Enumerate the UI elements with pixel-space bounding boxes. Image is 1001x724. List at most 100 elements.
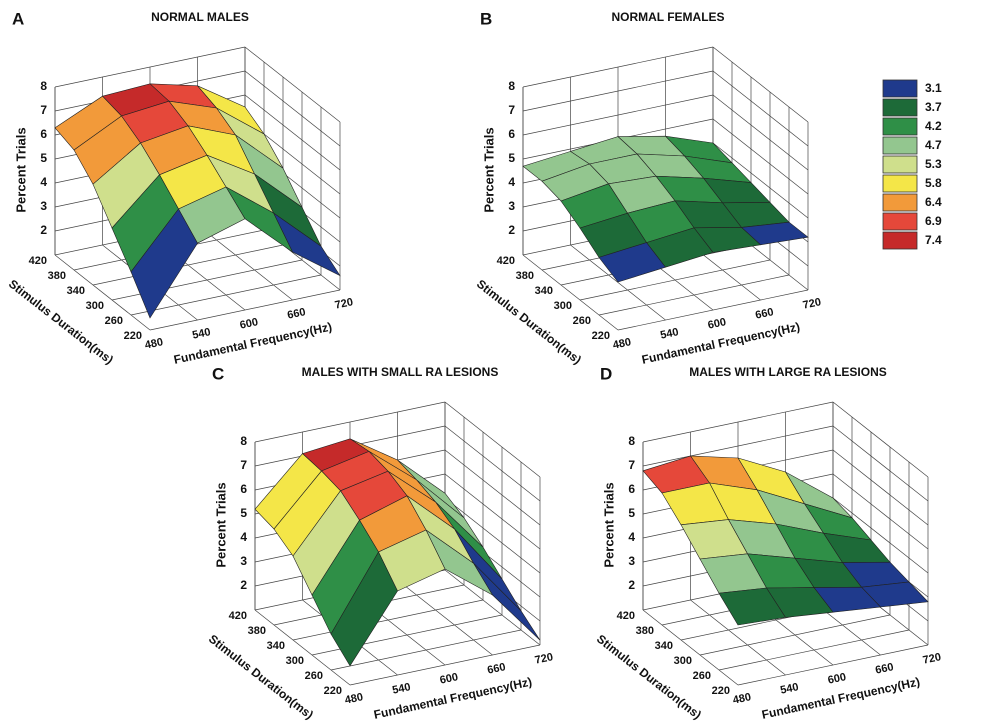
grid-line bbox=[54, 46, 246, 88]
grid-line bbox=[54, 254, 151, 331]
y-tick-label: 380 bbox=[516, 270, 534, 282]
y-tick-label: 220 bbox=[712, 685, 730, 697]
grid-line bbox=[244, 94, 341, 171]
grid-line bbox=[832, 449, 929, 526]
surface-cell bbox=[718, 587, 787, 626]
colorbar-swatch bbox=[882, 155, 918, 174]
grid-line bbox=[149, 289, 341, 331]
colorbar-swatch bbox=[882, 98, 918, 117]
y-tick-label: 300 bbox=[674, 655, 692, 667]
colorbar-label: 5.8 bbox=[925, 176, 942, 190]
z-tick-label: 6 bbox=[40, 127, 47, 141]
y-tick-label: 340 bbox=[535, 285, 553, 297]
z-tick-label: 2 bbox=[628, 578, 635, 592]
grid-line bbox=[522, 70, 714, 112]
x-tick-label: 540 bbox=[779, 681, 799, 697]
chart-title: NORMAL FEMALES bbox=[611, 10, 724, 24]
surface-cell bbox=[130, 208, 198, 319]
grid-line bbox=[642, 609, 739, 686]
x-tick-label: 480 bbox=[612, 336, 632, 352]
grid-line bbox=[254, 401, 446, 443]
colorbar-label: 4.7 bbox=[925, 138, 942, 152]
y-tick-label: 420 bbox=[229, 610, 247, 622]
grid-line bbox=[579, 259, 771, 301]
grid-line bbox=[330, 629, 522, 671]
y-tick-label: 220 bbox=[324, 685, 342, 697]
z-tick-label: 4 bbox=[628, 530, 635, 544]
grid-line bbox=[92, 244, 284, 286]
z-tick-label: 5 bbox=[508, 151, 515, 165]
y-tick-label: 380 bbox=[636, 625, 654, 637]
grid-line bbox=[712, 118, 809, 195]
grid-line bbox=[254, 609, 351, 686]
colorbar-label: 3.7 bbox=[925, 100, 942, 114]
y-tick-label: 260 bbox=[305, 670, 323, 682]
x-tick-label: 600 bbox=[239, 316, 259, 332]
y-tick-label: 340 bbox=[267, 640, 285, 652]
z-axis-label: Percent Trials bbox=[601, 482, 616, 567]
z-tick-label: 3 bbox=[508, 199, 515, 213]
z-tick-label: 7 bbox=[240, 458, 247, 472]
colorbar-label: 4.2 bbox=[925, 119, 942, 133]
colorbar-label: 7.4 bbox=[925, 233, 942, 247]
grid-line bbox=[444, 569, 541, 646]
x-tick-label: 660 bbox=[286, 306, 306, 322]
grid-line bbox=[197, 224, 293, 301]
z-tick-label: 6 bbox=[508, 127, 515, 141]
grid-line bbox=[522, 254, 619, 331]
grid-line bbox=[617, 289, 809, 331]
z-tick-label: 8 bbox=[628, 434, 635, 448]
grid-line bbox=[690, 599, 786, 676]
grid-line bbox=[444, 449, 541, 526]
grid-line bbox=[244, 46, 341, 123]
y-tick-label: 300 bbox=[86, 300, 104, 312]
x-tick-label: 720 bbox=[922, 651, 942, 667]
z-tick-label: 2 bbox=[40, 223, 47, 237]
panel-label: C bbox=[212, 364, 224, 383]
grid-line bbox=[292, 599, 484, 641]
panel-label: D bbox=[600, 364, 612, 383]
grid-line bbox=[349, 644, 541, 686]
z-tick-label: 8 bbox=[40, 79, 47, 93]
x-tick-label: 540 bbox=[191, 326, 211, 342]
z-tick-label: 6 bbox=[628, 482, 635, 496]
grid-line bbox=[832, 425, 929, 502]
x-tick-label: 600 bbox=[827, 671, 847, 687]
y-tick-label: 420 bbox=[617, 610, 635, 622]
z-tick-label: 8 bbox=[508, 79, 515, 93]
grid-line bbox=[444, 497, 541, 574]
y-tick-label: 380 bbox=[248, 625, 266, 637]
colorbar-swatch bbox=[882, 117, 918, 136]
z-axis-label: Percent Trials bbox=[481, 127, 496, 212]
x-tick-label: 480 bbox=[344, 691, 364, 707]
x-tick-label: 720 bbox=[802, 296, 822, 312]
z-tick-label: 3 bbox=[628, 554, 635, 568]
grid-line bbox=[718, 629, 910, 671]
grid-line bbox=[444, 425, 541, 502]
colorbar-swatch bbox=[882, 79, 918, 98]
z-axis-label: Percent Trials bbox=[213, 482, 228, 567]
y-tick-label: 340 bbox=[655, 640, 673, 652]
z-tick-label: 5 bbox=[628, 506, 635, 520]
grid-line bbox=[642, 401, 834, 443]
y-tick-label: 300 bbox=[554, 300, 572, 312]
y-tick-label: 260 bbox=[693, 670, 711, 682]
x-tick-label: 660 bbox=[874, 661, 894, 677]
grid-line bbox=[737, 644, 929, 686]
chart-title: MALES WITH SMALL RA LESIONS bbox=[302, 365, 499, 379]
x-tick-label: 540 bbox=[659, 326, 679, 342]
surface-cell bbox=[598, 242, 667, 283]
grid-line bbox=[699, 614, 891, 656]
y-tick-label: 220 bbox=[124, 330, 142, 342]
z-tick-label: 4 bbox=[40, 175, 47, 189]
grid-line bbox=[712, 142, 809, 219]
z-tick-label: 7 bbox=[628, 458, 635, 472]
chart-title: MALES WITH LARGE RA LESIONS bbox=[689, 365, 887, 379]
z-tick-label: 3 bbox=[40, 199, 47, 213]
colorbar-swatch bbox=[882, 212, 918, 231]
x-tick-label: 720 bbox=[334, 296, 354, 312]
colorbar-swatch bbox=[882, 193, 918, 212]
z-tick-label: 6 bbox=[240, 482, 247, 496]
